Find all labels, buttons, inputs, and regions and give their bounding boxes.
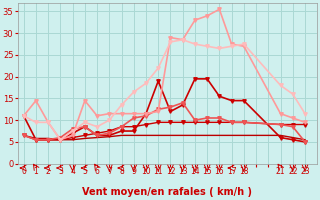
X-axis label: Vent moyen/en rafales ( km/h ): Vent moyen/en rafales ( km/h ) xyxy=(82,187,252,197)
